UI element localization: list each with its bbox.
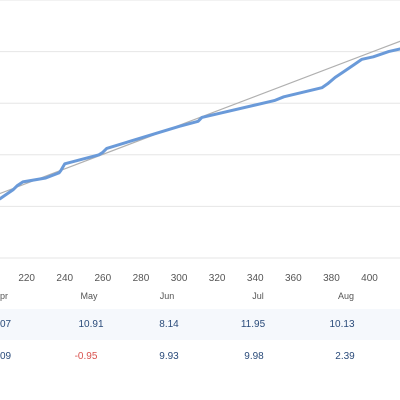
x-tick-label: 360 xyxy=(285,273,302,283)
x-tick-label: 240 xyxy=(56,273,73,283)
x-tick-label: 340 xyxy=(247,273,264,283)
month-header: May xyxy=(80,291,98,301)
month-header: Jul xyxy=(252,291,264,301)
table-cell: 2.39 xyxy=(335,351,355,362)
table-cell: 07 xyxy=(0,319,12,330)
x-tick-label: 400 xyxy=(361,273,378,283)
table-cell: 10.91 xyxy=(78,319,104,330)
table-cell: 11.95 xyxy=(240,319,266,330)
month-header: Aug xyxy=(337,291,354,301)
series-group xyxy=(0,40,400,201)
table-cell: -0.95 xyxy=(74,351,98,362)
x-tick-label: 320 xyxy=(209,273,226,283)
table-cell: 9.93 xyxy=(159,351,179,362)
month-header-row: pr May Jun Jul Aug xyxy=(0,286,400,306)
x-tick-label: 300 xyxy=(171,273,188,283)
table-cell: 10.13 xyxy=(329,319,355,330)
x-tick-label: 260 xyxy=(95,273,112,283)
monthly-returns-table: pr May Jun Jul Aug 07 10.91 8.14 11.95 1… xyxy=(0,283,400,400)
month-header: Jun xyxy=(159,291,175,301)
table-cell: 9.98 xyxy=(244,351,264,362)
line-chart: 220 240 260 280 300 320 340 360 380 400 xyxy=(0,0,400,283)
table-row: 07 10.91 8.14 11.95 10.13 xyxy=(0,309,400,340)
series-line-main xyxy=(0,47,400,201)
table-row: 09 -0.95 9.93 9.98 2.39 xyxy=(0,345,400,369)
table-cell: 09 xyxy=(0,351,12,362)
x-tick-label: 380 xyxy=(323,273,340,283)
gridlines xyxy=(0,0,400,259)
table-cell: 8.14 xyxy=(159,319,179,330)
month-header: pr xyxy=(0,291,9,301)
x-tick-label: 280 xyxy=(133,273,150,283)
x-tick-label: 220 xyxy=(18,273,35,283)
x-axis-ticks: 220 240 260 280 300 320 340 360 380 400 xyxy=(18,273,378,283)
